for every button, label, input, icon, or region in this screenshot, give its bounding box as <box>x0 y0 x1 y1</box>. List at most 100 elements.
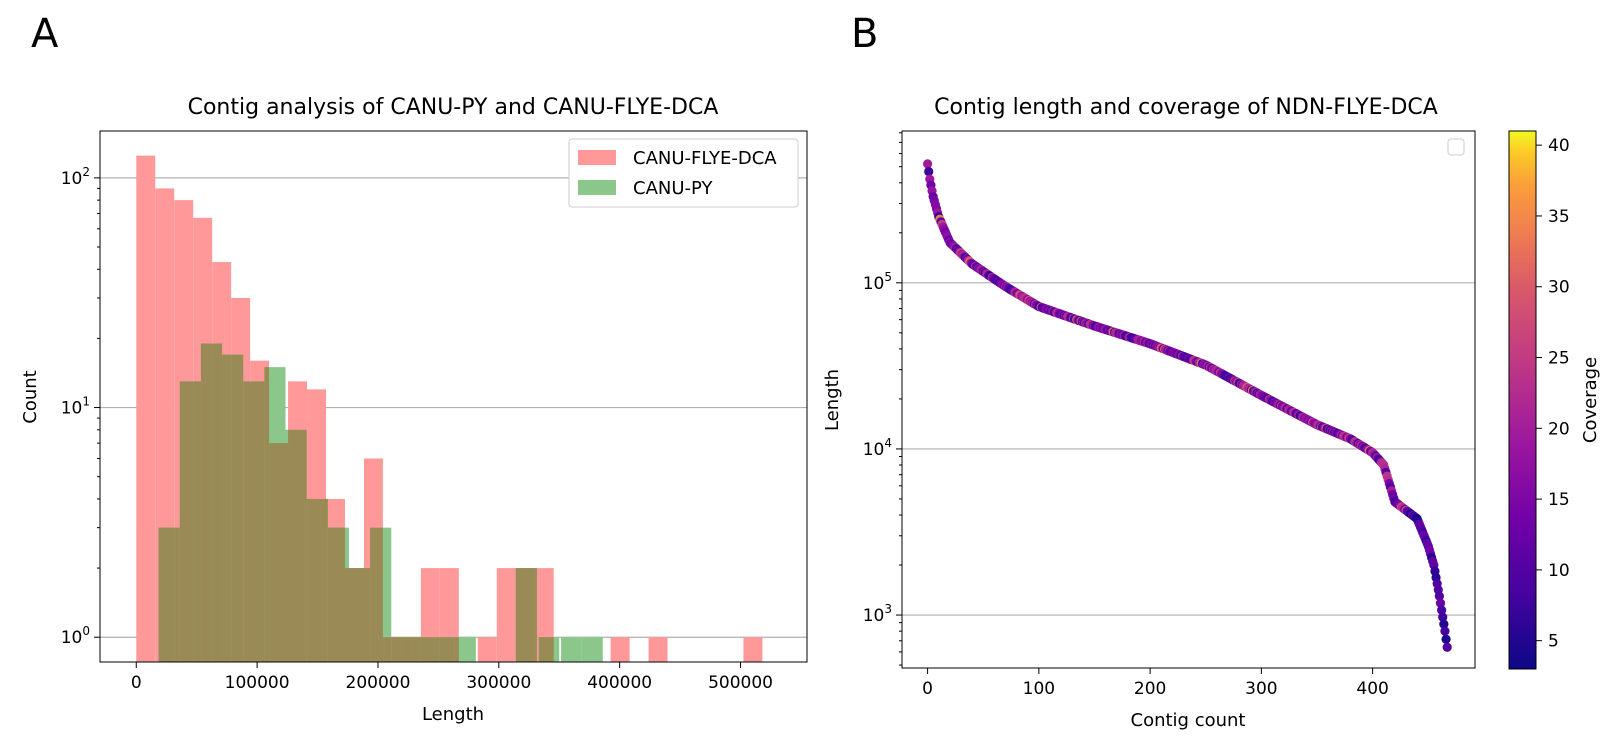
x-tick-label-a-100000: 100000 <box>225 673 290 693</box>
scatter-point <box>1441 634 1451 644</box>
plot-frame-a <box>99 130 808 663</box>
panel-letter-b: B <box>851 11 878 57</box>
bar-overlap-6 <box>285 443 289 662</box>
x-axis-label-b: Contig count <box>1131 710 1246 731</box>
colorbar-tick-label-25: 25 <box>1548 349 1570 369</box>
bar-canu-flye-dca-17 <box>477 637 497 662</box>
bar-overlap-5 <box>264 367 270 662</box>
x-tick-label-a-200000: 200000 <box>346 673 411 693</box>
colorbar-tick-label-5: 5 <box>1548 632 1559 652</box>
x-axis-a: 0 100000 200000 300000 400000 500000 <box>131 662 773 693</box>
empty-legend-b <box>1447 138 1465 156</box>
y-tick-label-b-100000: 105 <box>863 270 892 294</box>
bar-overlap-4 <box>243 381 251 662</box>
scatter-point <box>1434 591 1444 601</box>
bar-overlap-0 <box>174 527 180 662</box>
bar-overlap-4 <box>250 381 265 662</box>
x-tick-label-b-100: 100 <box>1023 679 1055 699</box>
colorbar-tick-label-20: 20 <box>1548 419 1570 439</box>
y-axis-label-b: Length <box>822 369 843 431</box>
colorbar-tick-label-10: 10 <box>1548 561 1570 581</box>
bar-overlap-13 <box>439 637 455 662</box>
plot-frame-b <box>901 130 1476 669</box>
bar-overlap-2 <box>200 343 213 662</box>
bar-overlap-12 <box>420 637 434 662</box>
bar-overlap-13 <box>433 637 440 662</box>
bar-overlap-2 <box>212 343 223 662</box>
legend-box-a <box>568 138 799 208</box>
y-tick-label-a-100: 102 <box>61 165 90 189</box>
x-tick-label-a-0: 0 <box>131 673 142 693</box>
legend-a: CANU-FLYE-DCA CANU-PY <box>568 138 799 208</box>
colorbar-label: Coverage <box>1580 357 1601 443</box>
y-axis-a: 100 101 102 <box>61 165 100 648</box>
colorbar-ticks: 5 10 15 20 25 30 35 40 <box>1536 136 1570 652</box>
y-tick-label-a-1: 100 <box>61 624 90 648</box>
legend-swatch-canu-flye-dca <box>578 150 616 165</box>
bar-overlap-7 <box>325 498 328 662</box>
bar-overlap-6 <box>288 429 307 662</box>
bar-overlap-12 <box>412 637 421 662</box>
bar-overlap-10 <box>382 637 392 662</box>
bar-overlap-11 <box>401 637 413 662</box>
scatter-point <box>1440 626 1450 636</box>
x-tick-label-a-300000: 300000 <box>466 673 531 693</box>
bar-overlap-15 <box>515 568 535 662</box>
x-axis-b: 0 100 200 300 400 <box>922 668 1389 699</box>
x-tick-label-a-500000: 500000 <box>708 673 773 693</box>
scatter-points <box>922 159 1452 652</box>
y-tick-label-b-10000: 104 <box>863 436 892 460</box>
bar-overlap-16 <box>538 637 554 662</box>
bar-canu-py-17 <box>561 637 582 662</box>
bar-canu-flye-dca-23 <box>743 637 763 662</box>
legend-swatch-canu-py <box>578 180 616 195</box>
bar-overlap-11 <box>391 637 402 662</box>
x-axis-label-a: Length <box>422 704 484 725</box>
grid-lines-b <box>902 282 1475 616</box>
x-tick-label-a-400000: 400000 <box>587 673 652 693</box>
bar-overlap-9 <box>348 568 364 662</box>
colorbar-tick-label-30: 30 <box>1548 278 1570 298</box>
x-tick-label-b-0: 0 <box>922 679 933 699</box>
y-axis-b: 103 104 105 <box>863 132 902 666</box>
x-tick-label-b-300: 300 <box>1245 679 1277 699</box>
x-tick-label-b-200: 200 <box>1134 679 1166 699</box>
bar-canu-py-14 <box>454 637 476 662</box>
scatter-point <box>1435 598 1446 608</box>
scatter-chart: Contig length and coverage of NDN-FLYE-D… <box>822 95 1601 731</box>
bar-overlap-1 <box>193 381 201 662</box>
bar-overlap-3 <box>231 354 244 662</box>
y-tick-label-b-1000: 103 <box>863 602 892 626</box>
chart-title-b: Contig length and coverage of NDN-FLYE-D… <box>934 95 1438 120</box>
scatter-point <box>924 166 934 177</box>
scatter-point <box>1438 612 1448 622</box>
x-tick-label-b-400: 400 <box>1356 679 1388 699</box>
bar-overlap-3 <box>222 354 232 662</box>
bar-overlap-15 <box>534 568 537 662</box>
legend-label-canu-flye-dca: CANU-FLYE-DCA <box>633 148 777 169</box>
bar-canu-py-18 <box>581 637 603 662</box>
panel-letter-a: A <box>31 11 59 57</box>
scatter-point <box>1442 642 1452 652</box>
histogram-chart: Contig analysis of CANU-PY and CANU-FLYE… <box>20 95 808 725</box>
bar-overlap-1 <box>179 381 194 662</box>
colorbar-tick-label-35: 35 <box>1548 207 1570 227</box>
bar-overlap-10 <box>370 527 383 662</box>
scatter-point <box>922 159 933 169</box>
colorbar <box>1508 130 1537 670</box>
scatter-point <box>1437 605 1447 615</box>
bar-canu-flye-dca-18 <box>496 568 516 662</box>
legend-label-canu-py: CANU-PY <box>633 178 713 199</box>
colorbar-tick-label-15: 15 <box>1548 490 1570 510</box>
series-canu-py <box>158 343 554 662</box>
bar-overlap-7 <box>307 498 326 662</box>
bar-overlap-14 <box>454 637 459 662</box>
bar-canu-flye-dca-22 <box>648 637 668 662</box>
bar-overlap-9 <box>363 568 371 662</box>
scatter-point <box>1439 619 1449 629</box>
y-tick-label-a-10: 101 <box>61 395 90 419</box>
chart-title-a: Contig analysis of CANU-PY and CANU-FLYE… <box>188 95 719 120</box>
bar-overlap-5 <box>269 443 286 662</box>
bar-overlap-8 <box>344 568 349 662</box>
